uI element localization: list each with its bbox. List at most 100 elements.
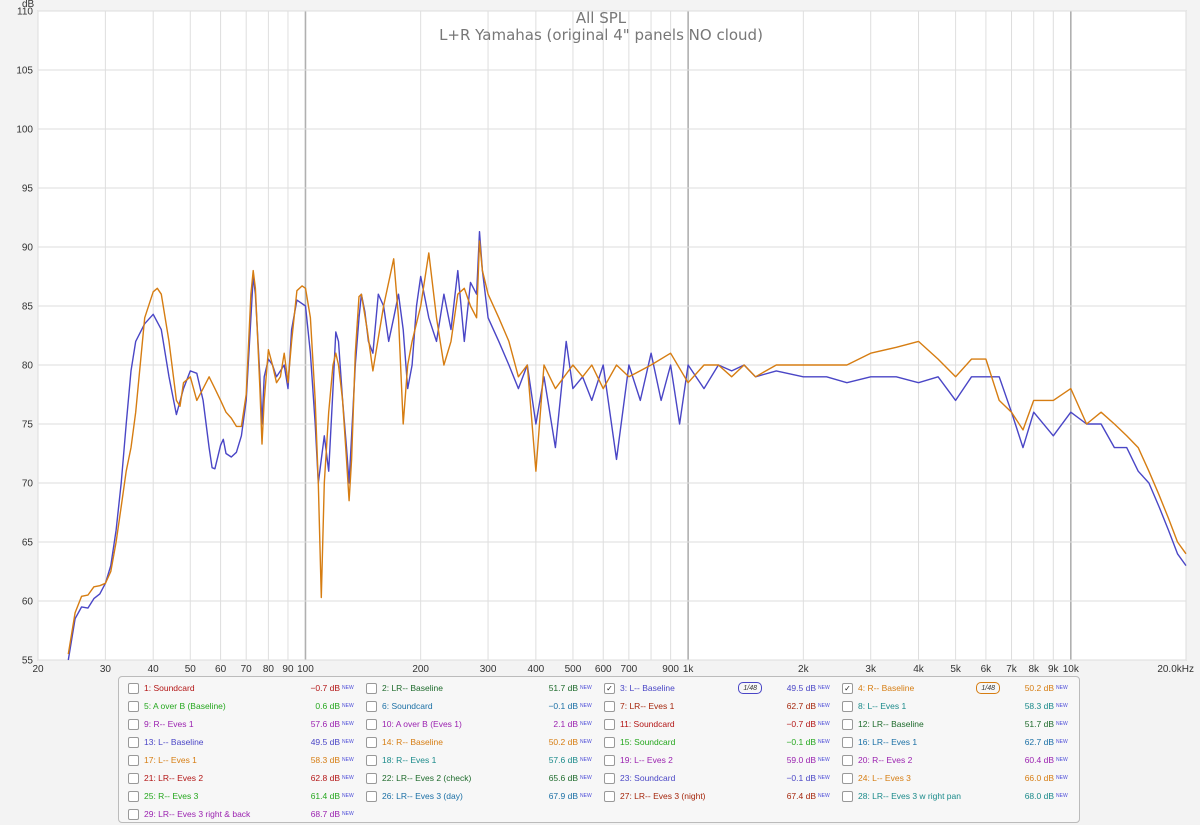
legend-value: 60.4 dB <box>1024 755 1054 765</box>
smoothing-badge[interactable]: 1/48 <box>738 682 762 694</box>
frequency-response-chart[interactable]: 55 60 65 70 75 80 85 90 95 100 105 110 20 30 40 50 60 70 8… <box>0 0 1200 672</box>
new-tag: NEW <box>1056 685 1068 691</box>
legend-entry[interactable]: ✓ 4: R-- Baseline 1/48 50.2 dB NEW <box>842 679 1072 697</box>
legend-checkbox[interactable]: ✓ <box>604 682 615 694</box>
legend-entry[interactable]: 1: Soundcard −0.7 dB NEW <box>128 679 358 697</box>
legend-entry[interactable]: 28: LR-- Eves 3 w right pan 68.0 dB NEW <box>842 787 1072 805</box>
y-tick-label: 55 <box>22 656 34 667</box>
x-tick-label: 2k <box>798 664 810 672</box>
legend-entry[interactable]: 29: LR-- Eves 3 right & back 68.7 dB NEW <box>128 805 358 823</box>
plot-area <box>37 10 1187 661</box>
legend-entry[interactable]: 18: R-- Eves 1 57.6 dB NEW <box>366 751 596 769</box>
x-tick-label: 5k <box>950 664 962 672</box>
legend-entry[interactable]: 14: R-- Baseline 50.2 dB NEW <box>366 733 596 751</box>
legend-checkbox[interactable] <box>604 718 615 730</box>
legend-value: 62.8 dB <box>310 773 340 783</box>
legend-checkbox[interactable] <box>128 736 139 748</box>
legend-value: 68.7 dB <box>310 809 340 819</box>
legend-entry[interactable]: 17: L-- Eves 1 58.3 dB NEW <box>128 751 358 769</box>
legend-label: 17: L-- Eves 1 <box>144 755 197 765</box>
new-tag: NEW <box>580 793 592 799</box>
legend-entry[interactable]: 2: LR-- Baseline 51.7 dB NEW <box>366 679 596 697</box>
legend-checkbox[interactable] <box>842 700 853 712</box>
legend-entry[interactable]: 21: LR-- Eves 2 62.8 dB NEW <box>128 769 358 787</box>
legend-checkbox[interactable] <box>128 718 139 730</box>
legend-checkbox[interactable] <box>128 808 139 820</box>
legend-checkbox[interactable]: ✓ <box>842 682 853 694</box>
new-tag: NEW <box>818 703 830 709</box>
legend-checkbox[interactable] <box>128 754 139 766</box>
legend-entry[interactable]: ✓ 3: L-- Baseline 1/48 49.5 dB NEW <box>604 679 834 697</box>
legend-checkbox[interactable] <box>604 700 615 712</box>
y-tick-label: 75 <box>22 420 34 431</box>
chart-title: All SPL <box>576 9 627 27</box>
y-tick-label: 85 <box>22 302 34 313</box>
legend-label: 19: L-- Eves 2 <box>620 755 673 765</box>
new-tag: NEW <box>1056 775 1068 781</box>
y-tick-label: 70 <box>22 479 34 490</box>
legend-checkbox[interactable] <box>604 736 615 748</box>
legend-entry[interactable]: 15: Soundcard −0.1 dB NEW <box>604 733 834 751</box>
new-tag: NEW <box>580 757 592 763</box>
legend-checkbox[interactable] <box>128 682 139 694</box>
legend-value: −0.1 dB <box>786 737 816 747</box>
legend-label: 24: L-- Eves 3 <box>858 773 911 783</box>
legend-entry[interactable]: 8: L-- Eves 1 58.3 dB NEW <box>842 697 1072 715</box>
smoothing-badge[interactable]: 1/48 <box>976 682 1000 694</box>
legend-checkbox[interactable] <box>366 736 377 748</box>
legend-label: 27: LR-- Eves 3 (night) <box>620 791 706 801</box>
legend-entry[interactable]: 9: R-- Eves 1 57.6 dB NEW <box>128 715 358 733</box>
legend-checkbox[interactable] <box>366 790 377 802</box>
new-tag: NEW <box>342 685 354 691</box>
legend-entry[interactable]: 16: LR-- Eves 1 62.7 dB NEW <box>842 733 1072 751</box>
legend-entry[interactable]: 7: LR-- Eves 1 62.7 dB NEW <box>604 697 834 715</box>
legend-checkbox[interactable] <box>842 790 853 802</box>
legend-checkbox[interactable] <box>366 754 377 766</box>
legend-checkbox[interactable] <box>604 772 615 784</box>
legend-entry[interactable]: 27: LR-- Eves 3 (night) 67.4 dB NEW <box>604 787 834 805</box>
legend-checkbox[interactable] <box>604 790 615 802</box>
legend-checkbox[interactable] <box>842 754 853 766</box>
new-tag: NEW <box>580 775 592 781</box>
legend-checkbox[interactable] <box>842 718 853 730</box>
legend-checkbox[interactable] <box>366 682 377 694</box>
new-tag: NEW <box>342 739 354 745</box>
legend-value: −0.1 dB <box>548 701 578 711</box>
legend-entry[interactable]: 22: LR-- Eves 2 (check) 65.6 dB NEW <box>366 769 596 787</box>
legend-checkbox[interactable] <box>842 736 853 748</box>
legend-value: 50.2 dB <box>548 737 578 747</box>
legend-entry[interactable]: 12: LR-- Baseline 51.7 dB NEW <box>842 715 1072 733</box>
legend-entry[interactable]: 19: L-- Eves 2 59.0 dB NEW <box>604 751 834 769</box>
legend-checkbox[interactable] <box>366 718 377 730</box>
x-tick-label: 7k <box>1006 664 1018 672</box>
legend-checkbox[interactable] <box>604 754 615 766</box>
legend-label: 7: LR-- Eves 1 <box>620 701 675 711</box>
legend-entry[interactable]: 5: A over B (Baseline) 0.6 dB NEW <box>128 697 358 715</box>
new-tag: NEW <box>580 739 592 745</box>
x-tick-label: 4k <box>913 664 925 672</box>
legend-value: 62.7 dB <box>1024 737 1054 747</box>
legend-checkbox[interactable] <box>128 772 139 784</box>
legend-entry[interactable]: 24: L-- Eves 3 66.0 dB NEW <box>842 769 1072 787</box>
new-tag: NEW <box>818 793 830 799</box>
legend-entry[interactable]: 13: L-- Baseline 49.5 dB NEW <box>128 733 358 751</box>
legend-value: 68.0 dB <box>1024 791 1054 801</box>
legend-entry[interactable]: 20: R-- Eves 2 60.4 dB NEW <box>842 751 1072 769</box>
legend-checkbox[interactable] <box>366 772 377 784</box>
legend-checkbox[interactable] <box>128 790 139 802</box>
legend-checkbox[interactable] <box>842 772 853 784</box>
legend-value: 0.6 dB <box>315 701 340 711</box>
legend-checkbox[interactable] <box>128 700 139 712</box>
legend-label: 5: A over B (Baseline) <box>144 701 226 711</box>
legend-checkbox[interactable] <box>366 700 377 712</box>
legend-label: 11: Soundcard <box>620 719 675 729</box>
x-tick-label: 10k <box>1063 664 1080 672</box>
legend-entry[interactable]: 10: A over B (Eves 1) 2.1 dB NEW <box>366 715 596 733</box>
legend-entry[interactable]: 6: Soundcard −0.1 dB NEW <box>366 697 596 715</box>
x-tick-label: 30 <box>100 664 112 672</box>
legend-entry[interactable]: 26: LR-- Eves 3 (day) 67.9 dB NEW <box>366 787 596 805</box>
y-tick-label: 95 <box>22 184 34 195</box>
legend-entry[interactable]: 11: Soundcard −0.7 dB NEW <box>604 715 834 733</box>
legend-entry[interactable]: 25: R-- Eves 3 61.4 dB NEW <box>128 787 358 805</box>
legend-entry[interactable]: 23: Soundcard −0.1 dB NEW <box>604 769 834 787</box>
